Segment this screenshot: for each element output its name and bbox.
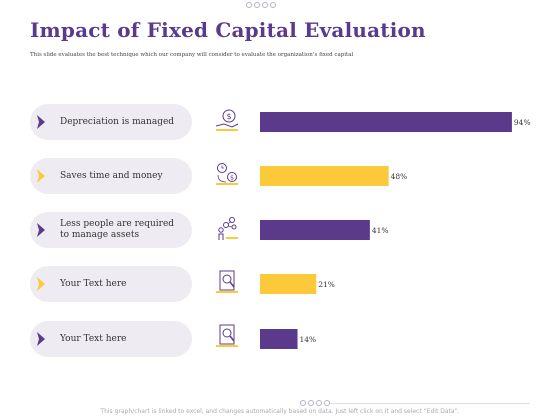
item-pill-1: Depreciation is managed bbox=[30, 104, 192, 140]
item-pill-2: Saves time and money bbox=[30, 158, 192, 194]
bar-value-label: 14% bbox=[300, 335, 317, 344]
chevron-right-icon bbox=[37, 277, 45, 291]
chevron-right-icon bbox=[37, 169, 45, 183]
item-label: Saves time and money bbox=[60, 170, 163, 181]
item-pill-3: Less people are required to manage asset… bbox=[30, 212, 192, 248]
bar-1 bbox=[260, 112, 512, 132]
page-title: Impact of Fixed Capital Evaluation bbox=[30, 18, 426, 42]
bar-value-label: 21% bbox=[318, 280, 335, 289]
item-pill-4: Your Text here bbox=[30, 266, 192, 302]
item-pill-5: Your Text here bbox=[30, 321, 192, 357]
bar-4 bbox=[260, 274, 317, 294]
svg-text:$: $ bbox=[230, 175, 234, 182]
magnifier-document-icon bbox=[216, 324, 238, 347]
footnote: This graph/chart is linked to excel, and… bbox=[100, 408, 460, 415]
item-label: Your Text here bbox=[60, 278, 127, 289]
dollar-hand-icon: $ bbox=[215, 109, 239, 131]
bar-value-label: 94% bbox=[514, 118, 531, 127]
people-network-icon bbox=[218, 217, 238, 240]
item-label-line2: to manage assets bbox=[60, 230, 140, 240]
magnifier-document-icon bbox=[216, 270, 238, 293]
page-subtitle: This slide evaluates the best technique … bbox=[30, 52, 354, 58]
item-label: Less people are required bbox=[60, 219, 175, 229]
chevron-right-icon bbox=[37, 115, 45, 129]
chevron-right-icon bbox=[37, 223, 45, 237]
item-label: Your Text here bbox=[60, 333, 127, 344]
clock-coin-cycle-icon: $ bbox=[216, 163, 238, 185]
bar-value-label: 48% bbox=[391, 172, 408, 181]
bottom-decor-dots bbox=[300, 400, 330, 406]
chevron-right-icon bbox=[37, 332, 45, 346]
bar-2 bbox=[260, 166, 389, 186]
bar-value-label: 41% bbox=[372, 226, 389, 235]
svg-text:$: $ bbox=[226, 112, 231, 121]
bar-3 bbox=[260, 220, 370, 240]
top-decor-dots bbox=[246, 2, 276, 8]
bar-5 bbox=[260, 329, 298, 349]
item-label: Depreciation is managed bbox=[60, 116, 175, 127]
divider-line bbox=[330, 403, 530, 404]
